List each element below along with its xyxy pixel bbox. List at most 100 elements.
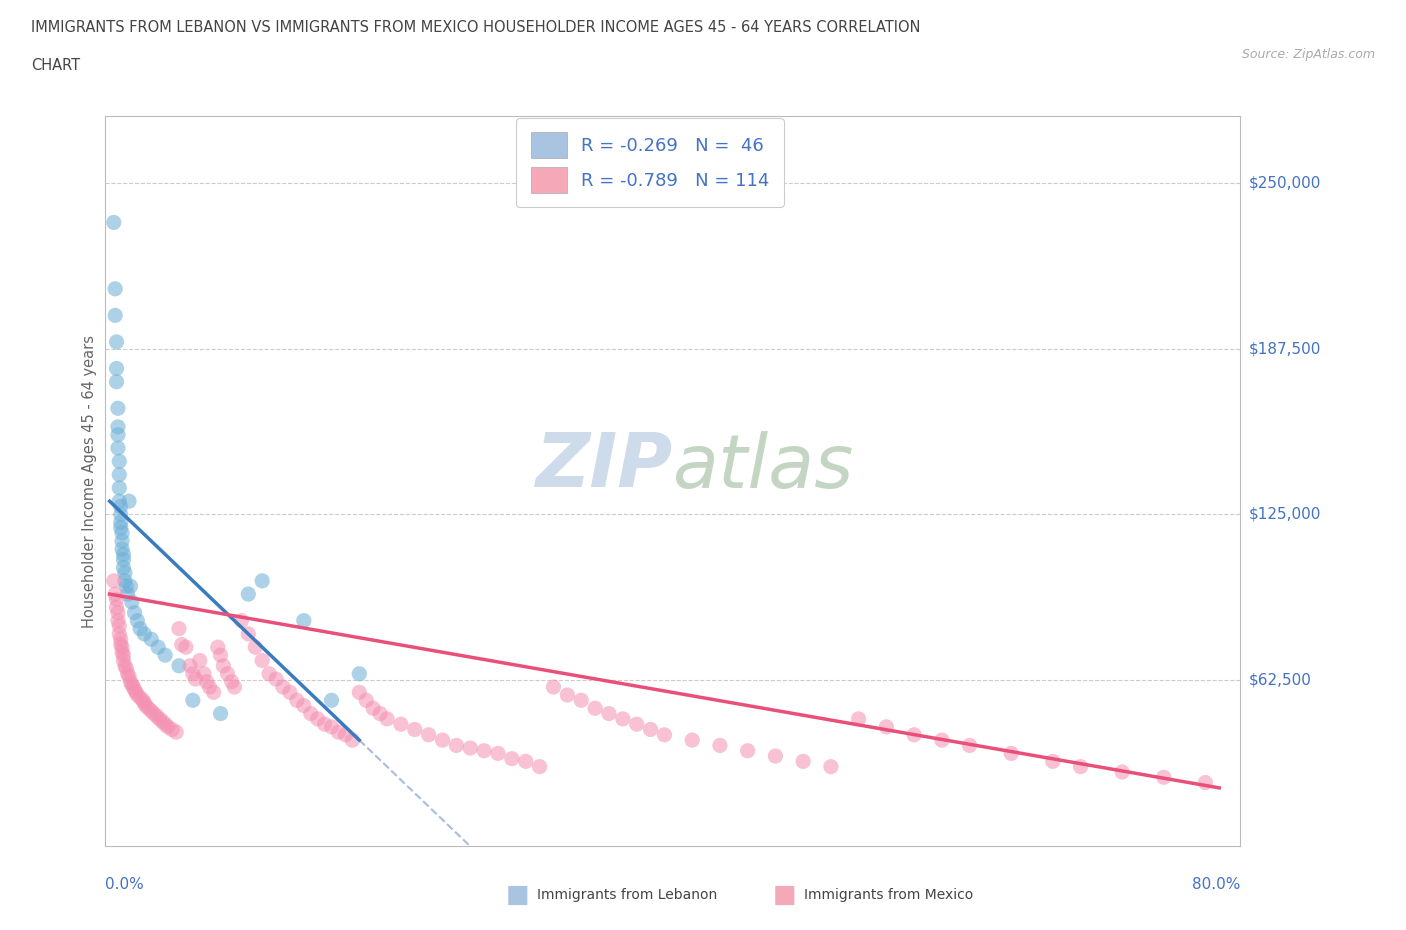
Point [257,666,280,681]
Point [543,680,565,695]
Point [198,680,221,695]
Point [114,565,136,580]
Point [127,687,149,702]
Point [368,706,391,721]
Point [146,640,169,655]
Text: Immigrants from Lebanon: Immigrants from Lebanon [537,887,717,902]
Point [110,499,132,514]
Point [278,684,301,699]
Point [141,703,163,718]
Point [250,574,273,589]
Point [583,701,606,716]
Text: ■: ■ [773,883,796,907]
Point [129,690,152,705]
Point [108,627,131,642]
Point [112,552,135,567]
Point [299,706,322,721]
Point [820,759,842,774]
Point [626,717,648,732]
Point [245,640,267,655]
Text: $187,500: $187,500 [1249,341,1320,356]
Point [181,693,204,708]
Point [111,534,134,549]
Point [557,687,579,702]
Point [238,627,260,642]
Point [105,592,128,607]
Point [108,494,131,509]
Point [1070,759,1092,774]
Point [108,467,131,482]
Point [118,669,141,684]
Point [361,701,384,716]
Text: IMMIGRANTS FROM LEBANON VS IMMIGRANTS FROM MEXICO HOUSEHOLDER INCOME AGES 45 - 6: IMMIGRANTS FROM LEBANON VS IMMIGRANTS FR… [31,20,921,35]
Point [110,631,132,646]
Point [486,746,509,761]
Point [110,637,132,652]
Point [709,738,731,753]
Point [654,727,676,742]
Point [112,653,135,668]
Point [792,754,814,769]
Point [132,693,155,708]
Text: $125,000: $125,000 [1249,507,1320,522]
Point [127,613,149,628]
Point [250,653,273,668]
Point [529,759,551,774]
Point [112,547,135,562]
Point [120,578,142,593]
Point [1194,775,1216,790]
Point [217,666,239,681]
Point [111,541,134,556]
Text: 0.0%: 0.0% [105,877,145,892]
Point [104,308,127,323]
Point [108,618,131,633]
Point [612,711,634,726]
Point [418,727,440,742]
Point [354,693,377,708]
Point [307,711,329,726]
Point [107,428,129,443]
Point [515,754,537,769]
Point [148,711,170,726]
Point [931,733,953,748]
Point [104,587,127,602]
Point [179,658,201,673]
Point [404,722,426,737]
Point [501,751,523,766]
Point [195,674,218,689]
Point [432,733,454,748]
Point [108,454,131,469]
Point [737,743,759,758]
Point [170,637,193,652]
Point [153,647,176,662]
Y-axis label: Householder Income Ages 45 - 64 years: Householder Income Ages 45 - 64 years [82,335,97,628]
Point [107,441,129,456]
Point [156,720,179,735]
Point [321,720,343,735]
Point [848,711,870,726]
Point [120,674,142,689]
Point [224,680,246,695]
Point [458,740,481,755]
Point [328,724,350,739]
Point [349,666,371,681]
Point [115,578,138,593]
Point [292,613,315,628]
Point [598,706,620,721]
Point [104,282,127,297]
Text: 80.0%: 80.0% [1192,877,1240,892]
Text: atlas: atlas [673,431,855,503]
Point [681,733,703,748]
Point [110,520,132,535]
Point [122,680,145,695]
Point [209,706,232,721]
Point [231,613,253,628]
Point [472,743,495,758]
Point [1042,754,1064,769]
Point [335,727,357,742]
Point [111,640,134,655]
Point [125,684,148,699]
Text: $250,000: $250,000 [1249,175,1320,190]
Point [150,714,173,729]
Point [118,494,141,509]
